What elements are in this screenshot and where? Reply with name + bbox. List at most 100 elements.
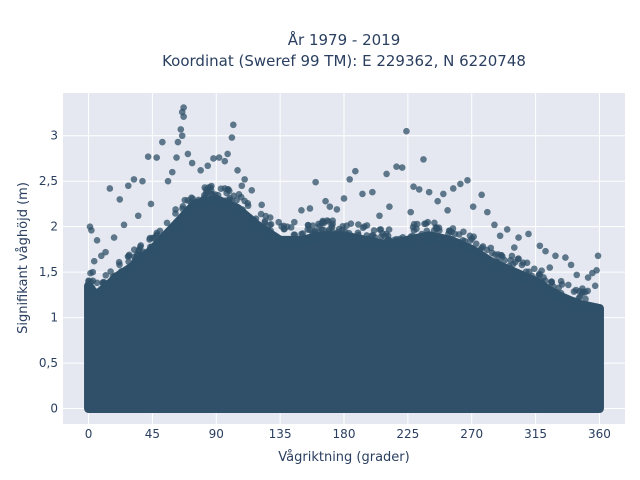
data-point	[115, 258, 123, 266]
data-point	[359, 190, 366, 198]
data-point	[427, 237, 434, 244]
data-point	[238, 182, 246, 190]
data-point	[326, 203, 334, 210]
y-tick-label: 1	[50, 311, 58, 325]
data-point	[226, 196, 233, 204]
data-point	[99, 279, 107, 286]
data-point	[415, 186, 423, 193]
chart-title-line-2: Koordinat (Sweref 99 TM): E 229362, N 62…	[162, 52, 526, 70]
data-point	[189, 195, 196, 202]
data-point	[565, 281, 572, 289]
data-point	[88, 227, 95, 234]
data-point	[179, 203, 187, 210]
data-point	[562, 254, 569, 261]
data-point	[401, 239, 409, 246]
data-point	[546, 264, 554, 271]
data-point	[291, 218, 298, 226]
data-point	[478, 191, 485, 199]
data-point	[340, 195, 348, 202]
data-point	[88, 284, 96, 292]
data-point	[557, 277, 565, 285]
y-axis-ticks: 0 0,5 1 1,5 2 2,5 3	[39, 129, 58, 416]
data-point	[275, 218, 283, 226]
data-point	[584, 274, 592, 281]
data-point	[421, 220, 428, 228]
y-tick-label: 1,5	[39, 265, 58, 279]
x-tick-label: 315	[524, 427, 547, 441]
data-point	[466, 232, 474, 240]
data-point	[283, 223, 291, 230]
data-point	[168, 168, 176, 176]
y-tick-label: 0,5	[39, 356, 58, 370]
data-point	[581, 288, 589, 296]
data-point	[582, 295, 589, 303]
data-point	[225, 186, 232, 193]
data-point	[363, 222, 371, 229]
data-point	[449, 185, 457, 192]
data-point	[325, 231, 333, 238]
x-tick-label: 0	[85, 427, 93, 441]
data-point	[322, 197, 329, 205]
data-point	[130, 176, 138, 183]
data-point	[352, 167, 359, 175]
data-point	[550, 283, 557, 290]
data-point	[163, 219, 171, 227]
data-point	[159, 138, 166, 146]
data-point	[173, 154, 180, 161]
data-point	[535, 272, 542, 279]
data-point	[469, 203, 477, 210]
data-point	[491, 221, 498, 229]
data-point	[180, 113, 187, 120]
data-point	[172, 210, 179, 217]
data-point	[334, 228, 342, 236]
data-point	[304, 238, 312, 246]
data-point	[464, 176, 471, 184]
data-point	[106, 185, 114, 192]
data-point	[368, 242, 376, 250]
data-point	[220, 202, 228, 210]
data-point	[212, 197, 220, 205]
data-point	[320, 218, 327, 226]
data-point	[215, 154, 223, 161]
data-point	[125, 258, 132, 265]
data-point	[116, 196, 124, 203]
chart-title-line-1: År 1979 - 2019	[288, 30, 401, 49]
data-point	[391, 236, 398, 244]
data-point	[374, 240, 382, 248]
data-point	[234, 206, 241, 214]
data-point	[377, 226, 385, 233]
data-point	[594, 252, 602, 260]
x-axis-ticks: 0 45 90 135 180 225 270 315 360	[85, 427, 611, 441]
data-point	[363, 232, 371, 239]
data-point	[155, 238, 163, 246]
data-point	[514, 268, 521, 276]
data-point	[567, 261, 575, 269]
data-point	[461, 237, 469, 245]
data-point	[246, 213, 254, 221]
data-point	[489, 263, 497, 271]
x-tick-label: 225	[396, 427, 419, 441]
data-point	[349, 235, 357, 242]
y-tick-label: 2	[50, 220, 58, 234]
data-point	[248, 186, 256, 194]
data-point	[241, 176, 248, 183]
data-point	[93, 279, 101, 287]
data-point	[275, 235, 282, 243]
data-point	[381, 238, 389, 246]
data-point	[515, 234, 522, 241]
data-point	[493, 257, 500, 264]
data-point	[261, 217, 269, 225]
data-point	[306, 205, 314, 212]
data-point	[304, 221, 312, 229]
data-point	[120, 221, 128, 229]
data-point	[542, 247, 549, 255]
data-point	[519, 259, 527, 266]
data-point	[536, 242, 544, 250]
data-point	[425, 188, 433, 196]
data-point	[180, 211, 188, 218]
data-point	[333, 206, 341, 213]
data-point	[383, 170, 390, 178]
data-point	[539, 279, 546, 287]
data-point	[185, 205, 192, 212]
data-point	[434, 197, 441, 205]
